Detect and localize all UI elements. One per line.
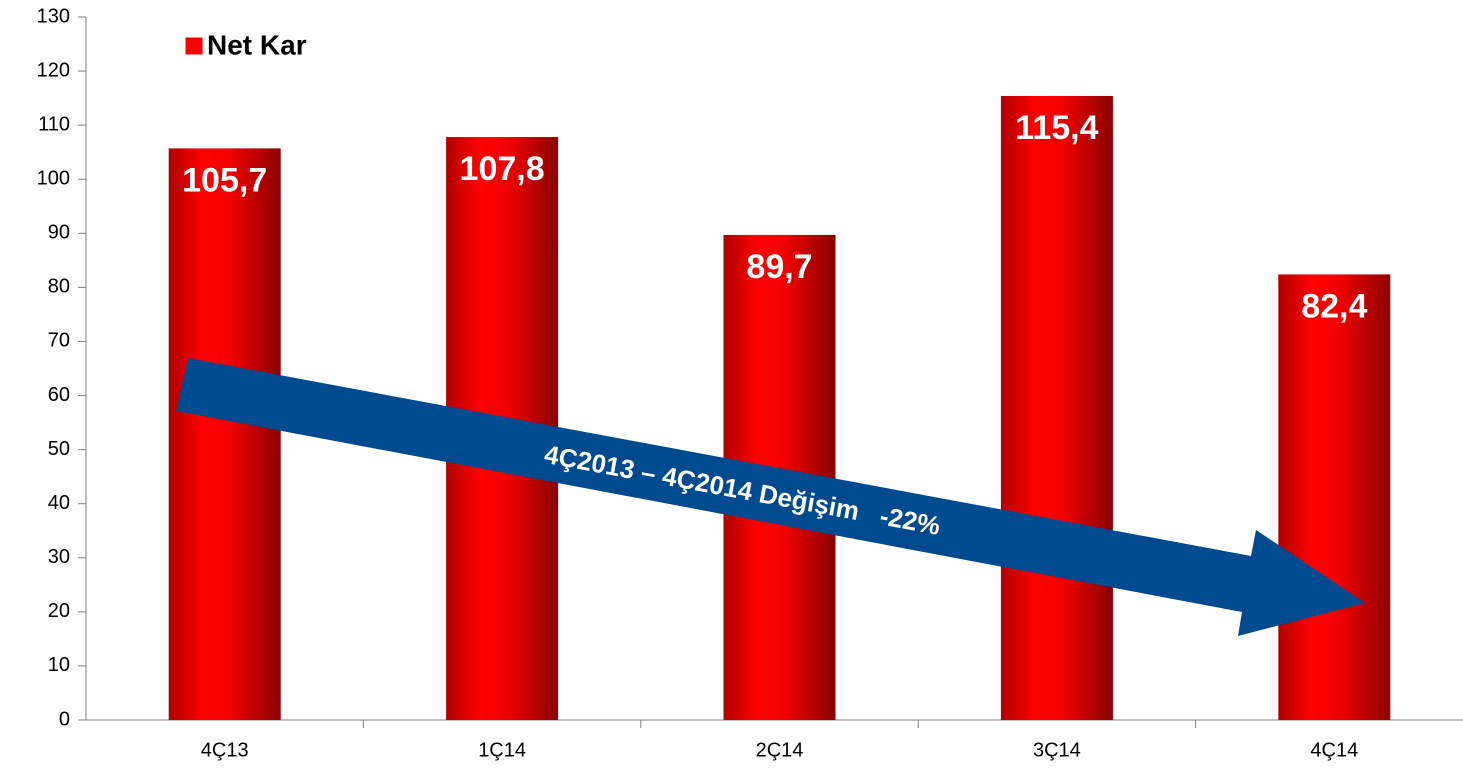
x-tick-label: 3Ç14 <box>1033 739 1081 761</box>
value-label: 115,4 <box>1015 109 1098 147</box>
bar <box>1000 95 1113 720</box>
value-label: 82,4 <box>1301 287 1367 325</box>
x-tick-label: 1Ç14 <box>478 739 526 761</box>
y-tick-label: 30 <box>48 546 70 568</box>
y-tick-label: 130 <box>37 5 70 27</box>
x-tick-label: 4Ç13 <box>201 739 249 761</box>
trend-arrow <box>176 358 1365 636</box>
x-tick-label: 2Ç14 <box>756 739 804 761</box>
bar <box>168 148 281 720</box>
x-tick-label: 4Ç14 <box>1310 739 1358 761</box>
y-tick-label: 20 <box>48 600 70 622</box>
value-label: 89,7 <box>746 248 812 286</box>
y-tick-label: 80 <box>48 276 70 298</box>
y-tick-label: 120 <box>37 59 70 81</box>
y-tick-label: 110 <box>38 113 70 135</box>
y-tick-label: 70 <box>48 330 70 352</box>
y-tick-label: 100 <box>37 168 70 190</box>
legend-label: Net Kar <box>207 29 307 60</box>
y-tick-label: 60 <box>48 384 70 406</box>
value-label: 105,7 <box>182 161 267 199</box>
y-tick-label: 40 <box>48 492 70 514</box>
y-tick-label: 0 <box>59 708 70 730</box>
y-tick-label: 90 <box>48 222 70 244</box>
y-tick-label: 50 <box>48 438 70 460</box>
bar <box>1278 274 1391 720</box>
legend-swatch <box>184 36 204 56</box>
y-tick-label: 10 <box>48 654 70 676</box>
value-label: 107,8 <box>460 150 545 188</box>
